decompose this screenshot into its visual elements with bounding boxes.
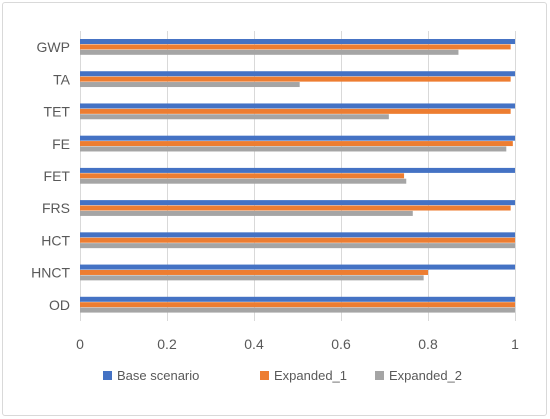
legend-label: Expanded_2 [389,368,462,383]
category-label: FRS [42,200,70,216]
bar-chart: GWP TA TET FE FET FRS HCT HNCT OD 0 0.2 0.4 0.6 0.8 1… [31,31,519,383]
legend-label: Base scenario [117,368,199,383]
bar-fet-expanded-2 [80,178,407,184]
bar-gwp-expanded-1 [80,44,511,50]
bar-frs-base-scenario [80,200,515,206]
category-label: FE [52,136,70,152]
legend-label: Expanded_1 [274,368,347,383]
bar-hnct-expanded-2 [80,275,424,281]
bar-tet-expanded-2 [80,114,389,120]
bar-fet-base-scenario [80,167,515,173]
legend: Base scenario Expanded_1 Expanded_2 [103,368,462,383]
bar-frs-expanded-1 [80,205,511,211]
bars [80,39,515,313]
category-label: HNCT [31,265,70,281]
bar-fe-base-scenario [80,135,515,141]
bar-od-expanded-2 [80,307,515,313]
category-label: TET [44,104,71,120]
bar-fet-expanded-1 [80,173,405,179]
bar-hnct-base-scenario [80,264,515,270]
bar-tet-expanded-1 [80,108,511,114]
x-tick-label: 0.2 [157,336,177,352]
category-label: FET [44,168,71,184]
bar-od-expanded-1 [80,302,515,308]
x-tick-label: 0.8 [418,336,438,352]
legend-swatch [103,371,112,380]
bar-gwp-expanded-2 [80,49,459,55]
bar-hct-base-scenario [80,232,515,238]
chart-container: GWP TA TET FE FET FRS HCT HNCT OD 0 0.2 0.4 0.6 0.8 1… [2,2,547,416]
x-tick-label: 0 [76,336,84,352]
bar-fe-expanded-2 [80,146,507,152]
bar-ta-expanded-1 [80,76,511,82]
bar-tet-base-scenario [80,103,515,109]
category-label: OD [49,297,70,313]
bar-hnct-expanded-1 [80,269,428,275]
bar-gwp-base-scenario [80,39,515,45]
x-tick-labels: 0 0.2 0.4 0.6 0.8 1 [76,336,519,352]
category-label: HCT [41,232,70,248]
legend-swatch [375,371,384,380]
bar-ta-expanded-2 [80,82,300,88]
bar-hct-expanded-1 [80,237,515,243]
bar-fe-expanded-1 [80,141,513,147]
category-labels: GWP TA TET FE FET FRS HCT HNCT OD [31,39,71,313]
x-tick-label: 0.4 [244,336,264,352]
bar-hct-expanded-2 [80,243,515,249]
x-tick-label: 1 [511,336,519,352]
bar-frs-expanded-2 [80,210,413,216]
bar-od-base-scenario [80,296,515,302]
x-tick-label: 0.6 [331,336,351,352]
legend-swatch [260,371,269,380]
category-label: TA [53,71,71,87]
bar-ta-base-scenario [80,71,515,77]
category-label: GWP [37,39,70,55]
